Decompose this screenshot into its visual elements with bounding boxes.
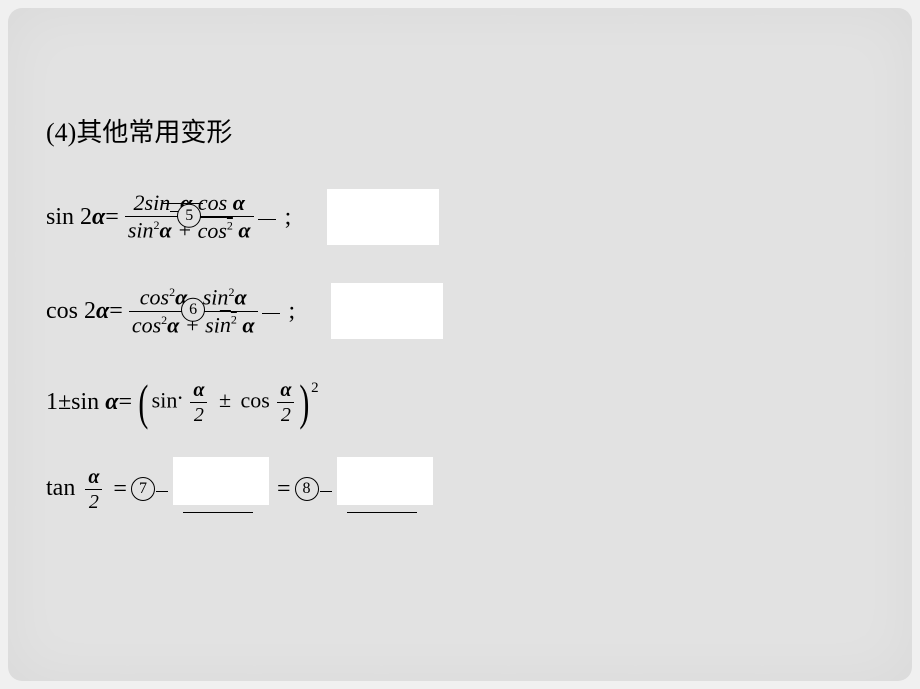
blank-7 [173,465,269,513]
circled-5: 5 [177,204,201,228]
eq-1: = [113,476,127,503]
formula-row-2: cos 2α= cos2α sin2α cos2α + sin2 α 6 ; [46,283,874,339]
answer-box-1 [327,189,439,245]
blank-8 [337,465,433,513]
left-paren: ( [138,377,148,427]
lhs-1pmsin: 1±sin α= [46,389,132,416]
semicolon-2: ; [289,298,296,325]
paren-group: ( sin. α 2 ± cos α 2 ) 2 [135,377,319,427]
slide-card: (4)其他常用变形 sin 2α= 2sinα cos α sin2α + co… [8,8,912,681]
underline-1 [258,215,276,220]
lhs-sin2a: sin 2α= [46,204,119,231]
lhs-tan: tan α 2 [46,467,106,512]
right-paren: ) [300,377,310,427]
answer-box-3 [173,457,269,505]
frac-cos2a: cos2α sin2α cos2α + sin2 α 6 [129,286,258,336]
formula-row-4: tan α 2 = 7 = 8 [46,465,874,513]
lhs-cos2a: cos 2α= [46,298,123,325]
formula-row-3: 1±sin α= ( sin. α 2 ± cos α 2 ) 2 [46,377,874,427]
circled-7: 7 [131,477,155,501]
frac-sin2a: 2sinα cos α sin2α + cos2 α 5 [125,192,254,241]
section-title: (4)其他常用变形 [46,112,874,149]
formula-row-1: sin 2α= 2sinα cos α sin2α + cos2 α 5 ; [46,189,874,245]
circled-6: 6 [181,298,205,322]
answer-box-2 [331,283,443,339]
answer-box-4 [337,457,433,505]
eq-2: = [277,476,291,503]
squared-exp: 2 [311,380,319,397]
underline-2 [262,309,280,314]
circled-8: 8 [295,477,319,501]
semicolon-1: ; [285,204,292,231]
